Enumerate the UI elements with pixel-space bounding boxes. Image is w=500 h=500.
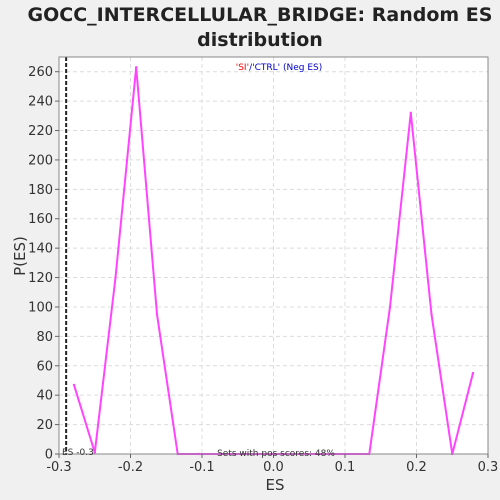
- y-tick-label: 220: [28, 124, 53, 139]
- x-tick-label: 0.3: [478, 460, 499, 475]
- chart-title-line-1: GOCC_INTERCELLULAR_BRIDGE: Random ES: [28, 4, 493, 26]
- data-point: [72, 383, 76, 387]
- data-point: [114, 276, 117, 279]
- data-point: [93, 451, 96, 454]
- x-tick-label: 0.2: [406, 460, 427, 475]
- x-tick-label: 0.0: [263, 460, 284, 475]
- legend-label-neg-es: (Neg ES): [280, 63, 322, 73]
- data-point: [135, 66, 138, 69]
- x-axis-label: ES: [266, 476, 285, 494]
- data-point: [430, 313, 433, 316]
- legend-label-si: 'SI': [236, 63, 249, 73]
- x-tick-label: -0.2: [118, 460, 143, 475]
- legend: 'SI'/'CTRL' (Neg ES): [236, 63, 323, 73]
- y-tick-label: 260: [28, 65, 53, 80]
- y-tick-label: 0: [45, 448, 53, 463]
- y-tick-label: 200: [28, 153, 53, 168]
- legend-label-ctrl: 'CTRL': [252, 63, 280, 73]
- x-tick-label: -0.1: [189, 460, 214, 475]
- x-tick-label: -0.3: [46, 460, 71, 475]
- es-marker-label: ES -0.3: [62, 448, 94, 458]
- x-tick-label: 0.1: [335, 460, 356, 475]
- y-tick-label: 100: [28, 300, 53, 315]
- y-tick-label: 120: [28, 271, 53, 286]
- y-axis-ticks: 0 20 40 60 80 100 120 140 160 180 200 220 240 260: [28, 65, 59, 463]
- y-tick-label: 160: [28, 212, 53, 227]
- y-tick-label: 140: [28, 242, 53, 257]
- positive-scores-annotation: Sets with pos scores: 48%: [217, 449, 335, 459]
- y-tick-label: 240: [28, 95, 53, 110]
- x-axis-ticks: -0.3 -0.2 -0.1 0.0 0.1 0.2 0.3: [46, 454, 498, 475]
- chart-title-line-2: distribution: [197, 29, 323, 51]
- data-point: [409, 111, 412, 115]
- y-tick-label: 180: [28, 183, 53, 198]
- y-axis-label: P(ES): [11, 236, 29, 276]
- y-tick-label: 40: [36, 389, 53, 404]
- legend-separator: /: [249, 63, 253, 73]
- y-tick-label: 20: [36, 418, 53, 433]
- y-tick-label: 80: [36, 330, 53, 345]
- data-point: [388, 305, 392, 309]
- y-tick-label: 60: [36, 359, 53, 374]
- data-point: [155, 313, 159, 316]
- data-point: [471, 371, 475, 375]
